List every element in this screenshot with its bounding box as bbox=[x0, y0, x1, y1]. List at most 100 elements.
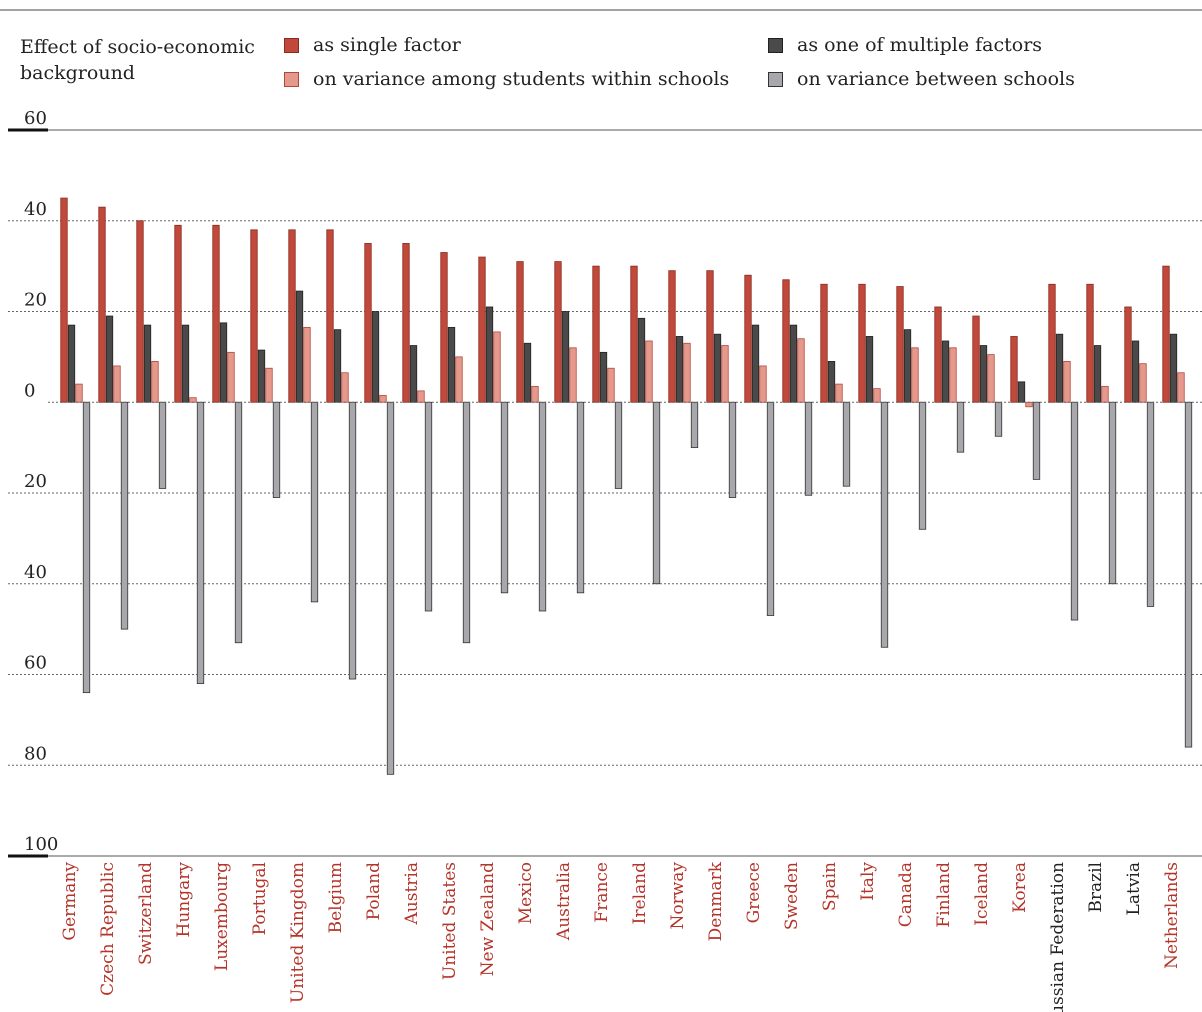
bar-between-schools bbox=[234, 401, 243, 644]
bar-within-schools bbox=[75, 383, 83, 403]
bar-between-schools bbox=[386, 401, 395, 775]
bar-within-schools bbox=[569, 347, 577, 403]
bar-single-factor bbox=[402, 243, 410, 403]
bar-between-schools bbox=[1108, 401, 1117, 585]
x-tick-label: Australia bbox=[554, 862, 574, 941]
legend-label-within-schools: on variance among students within school… bbox=[313, 68, 730, 90]
bar-within-schools bbox=[189, 397, 197, 403]
bar-within-schools bbox=[1177, 372, 1185, 403]
bar-single-factor bbox=[1048, 283, 1056, 403]
bar-multiple-factors bbox=[713, 333, 722, 403]
bar-within-schools bbox=[1139, 363, 1147, 403]
bars bbox=[48, 197, 1202, 775]
bar-multiple-factors bbox=[1055, 333, 1064, 403]
bar-single-factor bbox=[516, 261, 524, 403]
x-tick-label: Netherlands bbox=[1162, 862, 1182, 969]
bar-multiple-factors bbox=[1131, 340, 1140, 403]
x-tick-label: Sweden bbox=[782, 862, 802, 930]
legend-label-single-factor: as single factor bbox=[313, 34, 461, 56]
bar-single-factor bbox=[668, 270, 676, 403]
x-tick-label: Finland bbox=[934, 862, 954, 928]
bar-single-factor bbox=[326, 229, 334, 403]
bar-multiple-factors bbox=[333, 329, 342, 403]
bar-single-factor bbox=[858, 283, 866, 403]
x-tick-label: Latvia bbox=[1124, 862, 1144, 915]
bar-between-schools bbox=[272, 401, 281, 498]
bar-multiple-factors bbox=[371, 311, 380, 403]
bar-single-factor bbox=[98, 206, 106, 403]
bar-single-factor bbox=[440, 252, 448, 403]
bar-between-schools bbox=[158, 401, 167, 489]
bar-between-schools bbox=[500, 401, 509, 594]
bar-multiple-factors bbox=[789, 324, 798, 403]
bar-within-schools bbox=[531, 385, 539, 403]
x-axis-labels: Germany Czech Republic Switzerland Hungary L… bbox=[60, 861, 1182, 1012]
bar-between-schools bbox=[1184, 401, 1193, 748]
bar-multiple-factors bbox=[143, 324, 152, 403]
x-tick-label: Germany bbox=[60, 862, 80, 941]
legend-item-between-schools: on variance between schools bbox=[768, 68, 1075, 90]
bar-within-schools bbox=[265, 367, 273, 403]
y-axis-labels: 60 40 20 0 20 40 60 80 100 bbox=[24, 108, 58, 855]
bar-between-schools bbox=[310, 401, 319, 603]
bar-multiple-factors bbox=[409, 345, 418, 403]
bar-single-factor bbox=[288, 229, 296, 403]
bar-multiple-factors bbox=[1093, 345, 1102, 403]
legend-swatch-within-schools bbox=[284, 71, 299, 87]
bar-multiple-factors bbox=[1017, 381, 1026, 403]
y-tick-label: 40 bbox=[24, 562, 47, 583]
legend: Effect of socio-economic background as s… bbox=[0, 28, 1202, 108]
x-tick-label: Italy bbox=[858, 862, 878, 901]
bar-between-schools bbox=[576, 401, 585, 594]
bar-multiple-factors bbox=[67, 324, 76, 403]
bar-multiple-factors bbox=[751, 324, 760, 403]
bar-between-schools bbox=[120, 401, 129, 630]
bar-single-factor bbox=[364, 243, 372, 403]
bar-between-schools bbox=[804, 401, 813, 496]
bar-between-schools bbox=[538, 401, 547, 612]
bar-within-schools bbox=[493, 331, 501, 403]
bar-multiple-factors bbox=[219, 322, 228, 403]
bar-single-factor bbox=[934, 306, 942, 403]
bar-within-schools bbox=[949, 347, 957, 403]
bar-multiple-factors bbox=[979, 345, 988, 403]
bar-multiple-factors bbox=[941, 340, 950, 403]
bar-between-schools bbox=[728, 401, 737, 498]
bar-within-schools bbox=[303, 326, 311, 403]
bar-multiple-factors bbox=[257, 349, 266, 403]
x-tick-label: United Kingdom bbox=[288, 862, 308, 1003]
bar-between-schools bbox=[918, 401, 927, 530]
bar-between-schools bbox=[842, 401, 851, 487]
bar-between-schools bbox=[880, 401, 889, 648]
legend-swatch-multiple-factors bbox=[768, 37, 783, 53]
x-tick-label: Czech Republic bbox=[98, 862, 118, 996]
y-tick-label: 80 bbox=[24, 743, 47, 764]
y-tick-label: 20 bbox=[24, 471, 47, 492]
bar-single-factor bbox=[250, 229, 258, 403]
bar-between-schools bbox=[1032, 401, 1041, 480]
y-tick-label: 40 bbox=[24, 199, 47, 220]
bar-multiple-factors bbox=[561, 311, 570, 403]
bar-single-factor bbox=[820, 283, 828, 403]
bar-multiple-factors bbox=[675, 336, 684, 403]
bar-within-schools bbox=[721, 345, 729, 403]
bar-single-factor bbox=[136, 220, 144, 403]
bar-within-schools bbox=[1063, 361, 1071, 403]
bar-single-factor bbox=[972, 315, 980, 403]
bar-between-schools bbox=[1070, 401, 1079, 621]
legend-item-single-factor: as single factor bbox=[284, 34, 461, 56]
bar-multiple-factors bbox=[181, 324, 190, 403]
bar-single-factor bbox=[896, 286, 904, 403]
bar-within-schools bbox=[227, 351, 235, 403]
bar-single-factor bbox=[782, 279, 790, 403]
y-tick-label: 0 bbox=[24, 380, 35, 401]
legend-swatch-single-factor bbox=[284, 37, 299, 53]
bar-single-factor bbox=[592, 265, 600, 403]
bar-multiple-factors bbox=[485, 306, 494, 403]
x-tick-label: New Zealand bbox=[478, 862, 498, 976]
bar-between-schools bbox=[614, 401, 623, 489]
bar-within-schools bbox=[911, 347, 919, 403]
bar-multiple-factors bbox=[447, 326, 456, 403]
bar-within-schools bbox=[113, 365, 121, 403]
